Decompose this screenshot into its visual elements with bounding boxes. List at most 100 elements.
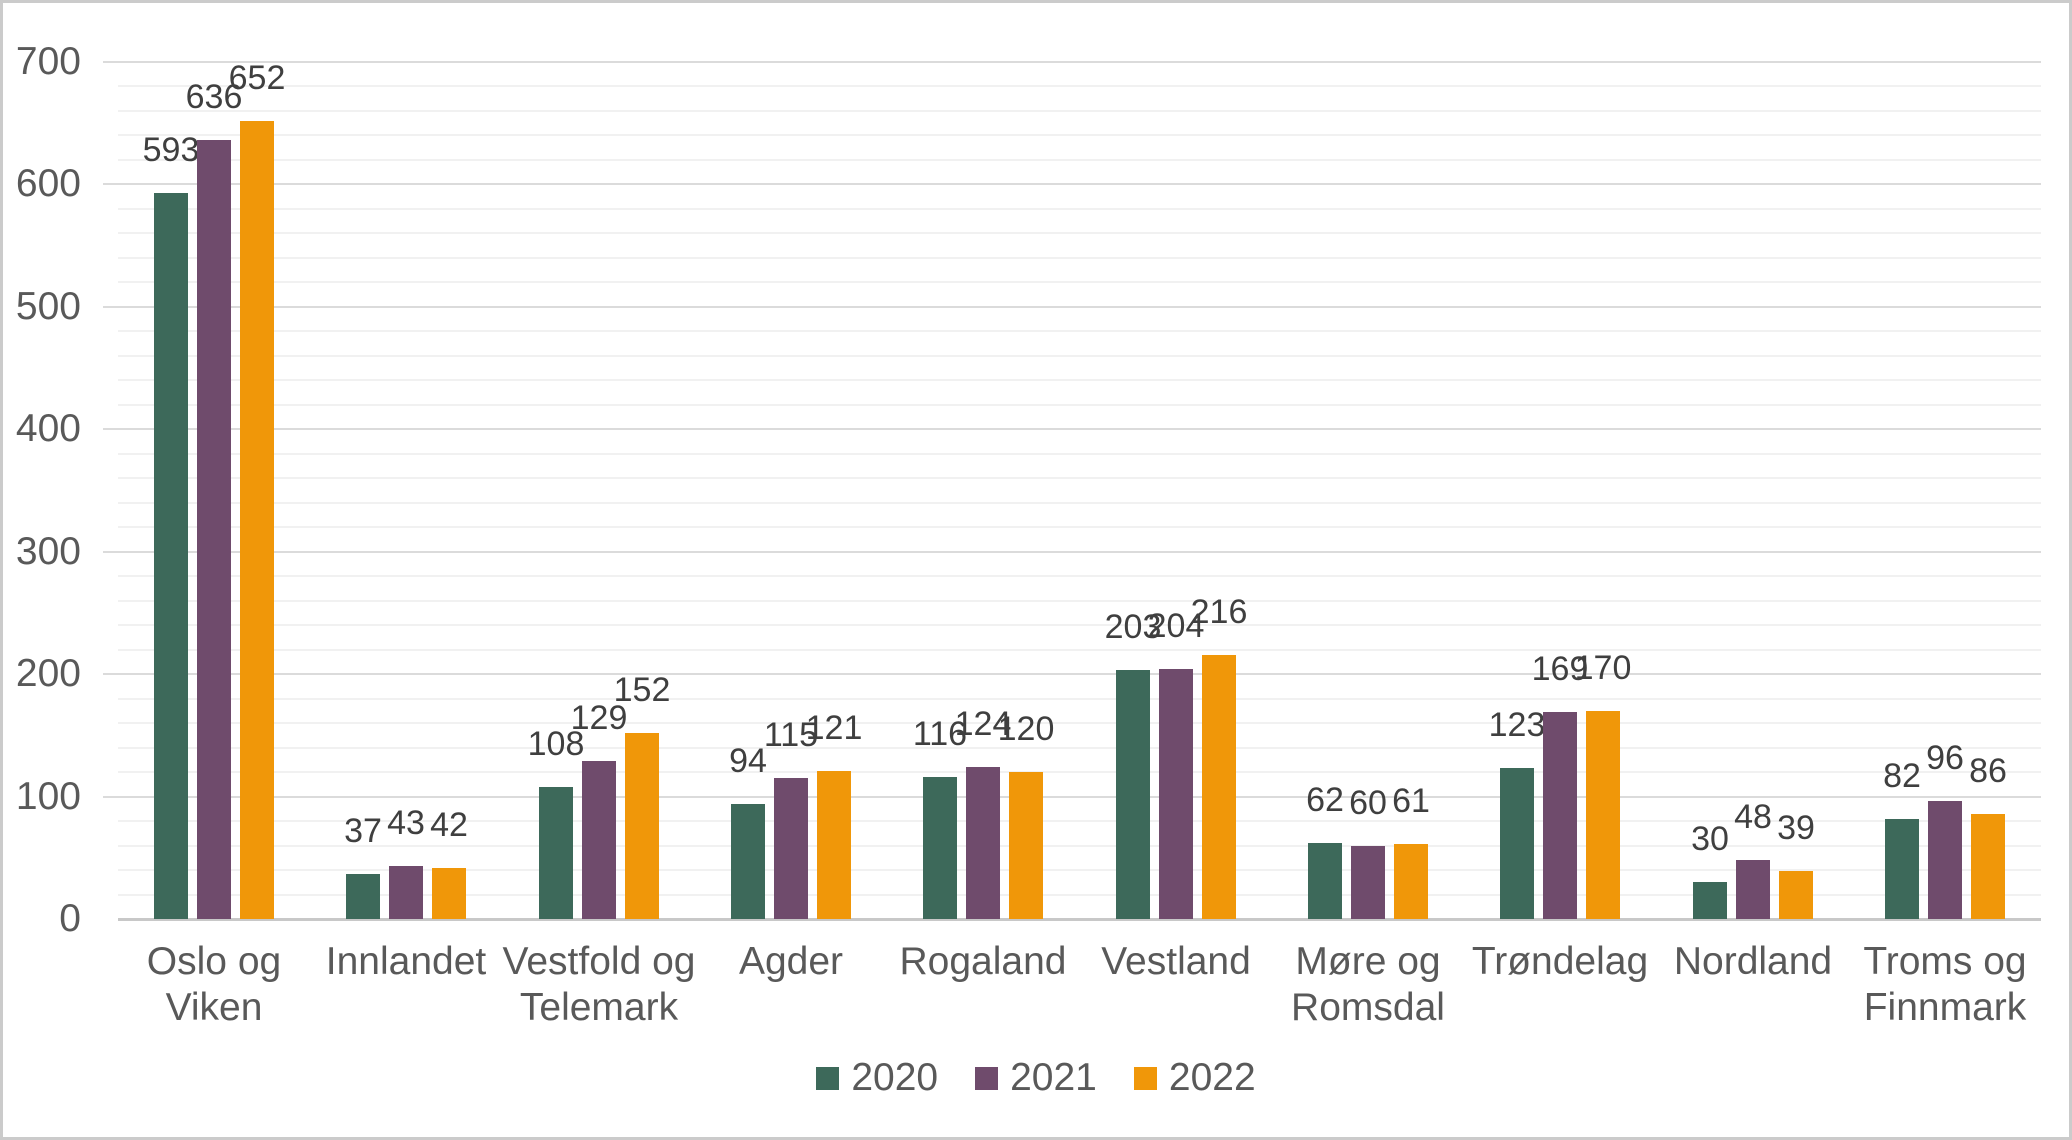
y-axis-label: 300 [15,530,81,573]
bar [1351,846,1385,919]
x-axis-line [118,918,2041,921]
bar [1779,871,1813,919]
bar [432,868,466,919]
bar [1159,669,1193,919]
data-label: 60 [1349,784,1387,822]
bar [1586,711,1620,919]
data-label: 652 [228,59,286,97]
gridline-minor [118,869,2041,871]
bar [1116,670,1150,919]
data-label: 170 [1574,649,1632,687]
bar [154,193,188,919]
gridline-minor [118,845,2041,847]
gridline-minor [118,600,2041,602]
data-label: 43 [387,804,425,842]
gridline-minor [118,771,2041,773]
bar [1202,655,1236,919]
category-label: Troms og Finnmark [1863,940,2027,1029]
bar [1693,882,1727,919]
gridline-minor [118,404,2041,406]
gridline-major [103,796,2041,798]
gridline-minor [118,134,2041,136]
data-label: 37 [344,812,382,850]
y-axis-label: 700 [15,40,81,83]
gridline-minor [118,208,2041,210]
data-label: 116 [912,715,968,753]
legend-item: 2020 [816,1055,938,1101]
data-label: 121 [805,709,863,747]
gridline-minor [118,159,2041,161]
gridline-minor [118,453,2041,455]
bar [731,804,765,919]
gridline-minor [118,85,2041,87]
gridline-major [103,306,2041,308]
legend: 2020 2021 2022 [3,1055,2069,1101]
bar [389,866,423,919]
legend-label: 2021 [1010,1056,1097,1099]
bar [1394,844,1428,919]
data-label: 48 [1734,798,1772,836]
bar [966,767,1000,919]
gridline-minor [118,894,2041,896]
bar [774,778,808,919]
y-axis-label: 0 [59,897,81,940]
category-label: Rogaland [899,940,1067,983]
gridline-major [103,428,2041,430]
gridline-minor [118,820,2041,822]
data-label: 123 [1488,706,1546,744]
gridline-minor [118,379,2041,381]
data-label: 42 [430,806,468,844]
bar [197,140,231,919]
y-axis-label: 200 [15,652,81,695]
data-label: 61 [1392,782,1430,820]
gridline-minor [118,330,2041,332]
category-label: Vestland [1101,940,1251,983]
category-label: Nordland [1673,940,1833,983]
gridline-major [103,673,2041,675]
bar [1308,843,1342,919]
gridline-minor [118,257,2041,259]
data-label: 203 [1104,608,1162,646]
legend-item: 2021 [975,1055,1097,1101]
data-label: 169 [1531,650,1589,688]
data-label: 593 [142,131,200,169]
legend-swatch [1133,1066,1157,1090]
gridline-major [103,183,2041,185]
gridline-minor [118,698,2041,700]
data-label: 216 [1190,593,1248,631]
bar [582,761,616,919]
gridline-major [103,61,2041,63]
data-label: 86 [1969,752,2007,790]
legend-label: 2020 [851,1056,939,1099]
gridline-minor [118,722,2041,724]
y-axis-label: 600 [15,162,81,205]
category-label: Møre og Romsdal [1291,940,1445,1029]
y-axis-label: 400 [15,407,81,450]
bar [923,777,957,919]
bar [625,733,659,919]
data-label: 152 [613,671,671,709]
legend-swatch [816,1066,840,1090]
data-label: 115 [763,716,819,754]
legend-swatch [975,1066,999,1090]
data-label: 82 [1883,757,1921,795]
data-label: 636 [185,78,243,116]
gridline-minor [118,502,2041,504]
gridline-minor [118,355,2041,357]
y-axis-label: 100 [15,775,81,818]
bar [1009,772,1043,919]
category-label: Trøndelag [1471,940,1649,983]
legend-item: 2022 [1133,1055,1256,1101]
data-label: 62 [1306,781,1344,819]
gridline-minor [118,232,2041,234]
data-label: 120 [997,710,1055,748]
bar [1500,768,1534,919]
data-label: 124 [954,705,1012,743]
gridline-minor [118,110,2041,112]
gridline-minor [118,281,2041,283]
bar [539,787,573,919]
data-label: 94 [729,742,767,780]
gridline-major [103,551,2041,553]
bar [240,121,274,919]
